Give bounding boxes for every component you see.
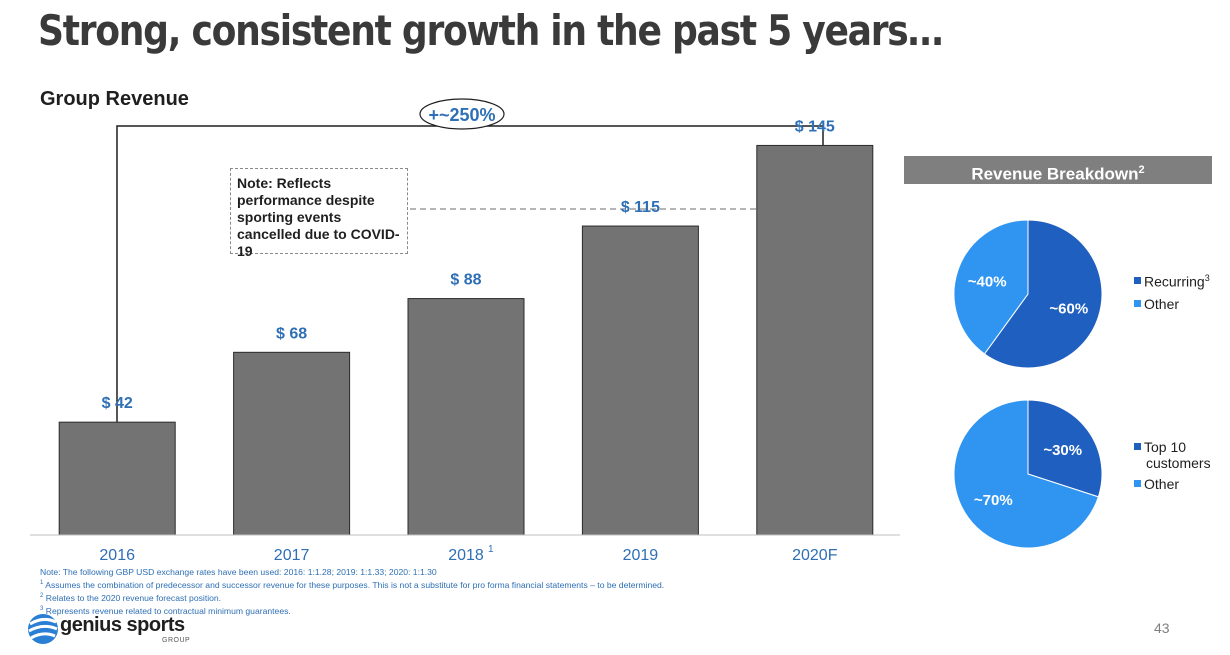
footnote-text: Relates to the 2020 revenue forecast pos…	[45, 592, 222, 603]
bar-2017	[233, 351, 351, 536]
bar-value-label: $ 68	[276, 325, 307, 342]
pie-slice-label: ~70%	[974, 492, 1013, 509]
bar-2018	[407, 298, 525, 536]
legend-other-2: Other	[1134, 476, 1179, 492]
pie-slice-label: ~30%	[1043, 442, 1082, 459]
x-tick-label: 2019	[623, 547, 659, 564]
legend-swatch-icon	[1134, 277, 1141, 285]
bar-value-label: $ 145	[795, 118, 835, 135]
footnote-3: 3 Represents revenue related to contract…	[40, 604, 664, 617]
legend-label: Recurring	[1144, 273, 1205, 290]
bar-2019	[581, 225, 699, 536]
page-title: Strong, consistent growth in the past 5 …	[38, 6, 944, 55]
legend-swatch-icon	[1134, 299, 1141, 307]
pie-slice-0	[983, 219, 1103, 369]
pie-slice-label: ~60%	[1049, 300, 1088, 317]
bar-value-label: $ 115	[621, 199, 660, 216]
pie-slice-1	[953, 219, 1029, 355]
legend-label: Other	[1144, 476, 1180, 492]
legend-top10: Top 10 customers	[1134, 439, 1211, 471]
x-tick-label: 2018	[448, 547, 484, 564]
bar-value-label: $ 88	[450, 272, 481, 289]
pie-slice-label: ~40%	[968, 274, 1007, 291]
legend-other-1: Other	[1134, 296, 1179, 312]
x-tick-label: 2020F	[792, 547, 838, 564]
bar-value-label: $ 42	[102, 395, 133, 412]
pie-chart-customers: ~30% ~70%	[953, 399, 1103, 549]
footnote-mark: 2	[40, 592, 44, 599]
x-tick-label: 2017	[274, 547, 310, 564]
legend-label: Other	[1144, 296, 1180, 312]
footnotes: Note: The following GBP USD exchange rat…	[40, 567, 664, 617]
footnote-text: Assumes the combination of predecessor a…	[45, 579, 665, 590]
pie-slice-1	[953, 399, 1100, 549]
bar-chart: +~250% $ 42 2016 $ 68 2017 $ 88 2018 1 $ 115 201…	[30, 98, 900, 564]
footnote-2: 2 Relates to the 2020 revenue forecast p…	[40, 591, 664, 604]
logo-subtext: GROUP	[162, 637, 191, 644]
legend-recurring: Recurring3	[1134, 273, 1210, 290]
legend-label-line2: customers	[1146, 455, 1211, 471]
growth-label-ellipse	[419, 98, 505, 130]
x-tick-label: 2016	[99, 547, 135, 564]
footnote-text: Represents revenue related to contractua…	[45, 605, 291, 616]
legend-sup: 3	[1204, 273, 1210, 283]
breakdown-header-text: Revenue Breakdown	[971, 164, 1139, 184]
x-tick-sup: 1	[488, 544, 494, 555]
legend-label: Top 10	[1144, 439, 1187, 455]
breakdown-header-sup: 2	[1138, 164, 1145, 176]
footnote-mark: 3	[40, 605, 44, 612]
legend-swatch-icon	[1134, 442, 1141, 450]
bar-2020F	[756, 144, 874, 536]
growth-label: +~250%	[428, 105, 495, 125]
footnote-note: Note: The following GBP USD exchange rat…	[40, 567, 437, 577]
footnote-mark: 1	[40, 580, 44, 586]
breakdown-header: Revenue Breakdown2	[904, 156, 1212, 184]
bar-2016	[58, 421, 176, 536]
footnote-1: 1 Assumes the combination of predecessor…	[40, 578, 664, 591]
pie-chart-recurring: ~60% ~40%	[953, 219, 1103, 369]
page-number: 43	[1154, 620, 1170, 636]
logo-text: genius sports	[60, 614, 185, 636]
pie-slice-0	[1027, 399, 1103, 498]
genius-sports-logo-icon	[28, 614, 58, 644]
covid-note: Note: Reflects performance despite sport…	[230, 168, 408, 259]
chart-subtitle: Group Revenue	[40, 88, 189, 110]
legend-swatch-icon	[1134, 479, 1141, 487]
